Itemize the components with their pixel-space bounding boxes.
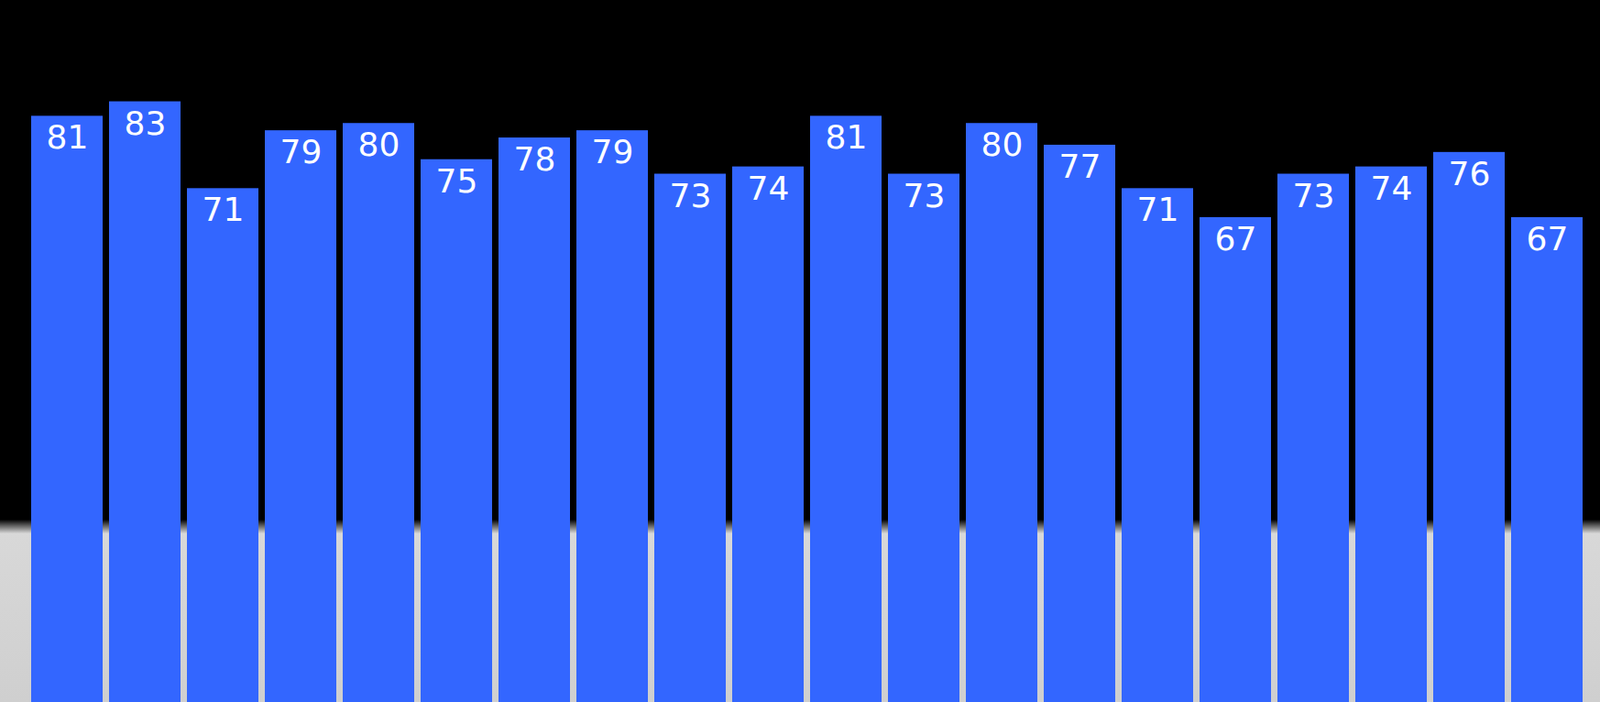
svg-text:81: 81 [825, 118, 868, 156]
svg-text:67: 67 [1526, 219, 1569, 258]
svg-text:81: 81 [46, 118, 89, 156]
svg-text:83: 83 [124, 104, 167, 143]
svg-text:77: 77 [1059, 147, 1102, 186]
svg-text:73: 73 [1293, 176, 1336, 215]
svg-text:76: 76 [1448, 154, 1491, 193]
svg-text:78: 78 [514, 140, 557, 178]
svg-text:71: 71 [202, 190, 245, 229]
svg-text:74: 74 [747, 169, 790, 208]
svg-text:74: 74 [1370, 169, 1414, 208]
svg-text:79: 79 [280, 132, 323, 171]
svg-text:75: 75 [436, 162, 479, 200]
svg-text:73: 73 [903, 176, 946, 215]
svg-text:80: 80 [981, 125, 1024, 164]
svg-text:71: 71 [1137, 190, 1180, 229]
svg-text:79: 79 [591, 132, 635, 171]
svg-text:73: 73 [669, 176, 713, 215]
svg-text:67: 67 [1215, 219, 1258, 258]
svg-text:80: 80 [358, 125, 401, 164]
